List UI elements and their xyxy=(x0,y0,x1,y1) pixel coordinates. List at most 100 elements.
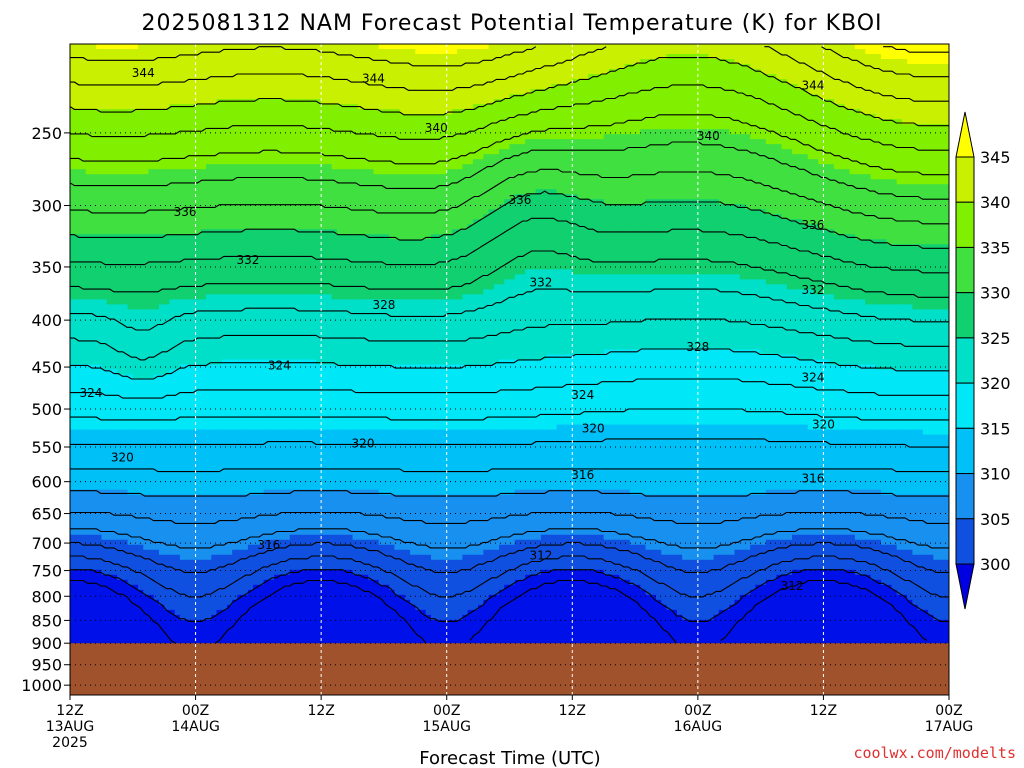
band-cell xyxy=(493,44,500,50)
band-cell xyxy=(624,109,631,115)
band-cell xyxy=(833,169,840,175)
band-cell xyxy=(493,54,500,60)
band-cell xyxy=(886,164,893,170)
band-cell xyxy=(305,54,312,60)
band-cell xyxy=(666,99,673,105)
band-cell xyxy=(138,184,144,190)
band-cell xyxy=(744,54,751,60)
band-cell xyxy=(525,64,532,70)
band-cell xyxy=(567,64,573,70)
band-cell xyxy=(415,44,422,50)
band-cell xyxy=(284,99,291,105)
band-cell xyxy=(425,159,432,165)
band-cell xyxy=(943,79,949,85)
band-cell xyxy=(509,99,516,105)
band-cell xyxy=(530,104,537,110)
band-cell xyxy=(499,79,505,85)
band-cell xyxy=(546,124,552,130)
band-cell xyxy=(504,149,511,155)
band-cell xyxy=(415,179,422,185)
band-cell xyxy=(849,149,856,155)
band-cell xyxy=(682,154,688,160)
band-cell xyxy=(347,114,354,120)
band-cell xyxy=(886,124,893,130)
band-cell xyxy=(206,94,212,100)
band-cell xyxy=(865,119,872,125)
band-cell xyxy=(504,119,511,125)
band-cell xyxy=(420,114,427,120)
band-cell xyxy=(499,189,505,195)
band-cell xyxy=(818,49,825,55)
band-cell xyxy=(326,69,333,75)
band-cell xyxy=(279,124,286,130)
band-cell xyxy=(431,59,437,65)
band-cell xyxy=(656,164,662,170)
band-cell xyxy=(310,94,317,100)
band-cell xyxy=(200,139,207,145)
band-cell xyxy=(661,189,668,195)
band-cell xyxy=(420,164,427,170)
band-cell xyxy=(425,104,432,110)
band-cell xyxy=(70,89,76,95)
band-cell xyxy=(718,169,725,175)
band-cell xyxy=(226,174,233,180)
band-cell xyxy=(703,149,709,155)
band-cell xyxy=(755,64,762,70)
band-cell xyxy=(917,94,924,100)
band-cell xyxy=(85,159,92,165)
band-cell xyxy=(849,119,856,125)
band-cell xyxy=(608,189,615,195)
band-cell xyxy=(901,149,908,155)
band-cell xyxy=(587,74,594,80)
band-cell xyxy=(415,94,422,100)
band-cell xyxy=(96,114,102,120)
band-cell xyxy=(279,154,286,160)
band-cell xyxy=(211,169,218,175)
band-cell xyxy=(242,184,249,190)
band-cell xyxy=(776,59,783,65)
band-cell xyxy=(90,164,97,170)
band-cell xyxy=(200,174,207,180)
band-cell xyxy=(274,89,280,95)
band-cell xyxy=(488,159,495,165)
band-cell xyxy=(441,64,448,70)
band-cell xyxy=(315,179,322,185)
band-cell xyxy=(90,69,97,75)
band-cell xyxy=(593,114,600,120)
band-cell xyxy=(718,79,725,85)
band-cell xyxy=(389,169,395,175)
band-cell xyxy=(467,44,474,50)
band-cell xyxy=(96,99,102,105)
band-cell xyxy=(849,59,856,65)
band-cell xyxy=(614,119,620,125)
band-cell xyxy=(200,64,207,70)
band-cell xyxy=(708,79,715,85)
band-cell xyxy=(425,114,432,120)
band-cell xyxy=(608,49,615,55)
band-cell xyxy=(608,69,615,75)
band-cell xyxy=(347,154,354,160)
band-cell xyxy=(153,129,160,135)
band-cell xyxy=(289,159,296,165)
band-cell xyxy=(190,64,197,70)
band-cell xyxy=(629,184,636,190)
band-cell xyxy=(185,79,191,85)
band-cell xyxy=(671,79,678,85)
band-cell xyxy=(556,59,563,65)
band-cell xyxy=(431,114,437,120)
band-cell xyxy=(493,134,500,140)
band-cell xyxy=(812,174,819,180)
band-cell xyxy=(865,74,872,80)
band-cell xyxy=(567,189,573,195)
band-cell xyxy=(336,64,343,70)
band-cell xyxy=(703,89,709,95)
band-cell xyxy=(451,54,458,60)
band-cell xyxy=(499,59,505,65)
band-cell xyxy=(326,159,333,165)
band-cell xyxy=(760,44,767,50)
band-cell xyxy=(530,129,537,135)
band-cell xyxy=(635,114,641,120)
band-cell xyxy=(608,99,615,105)
band-cell xyxy=(247,84,254,90)
band-cell xyxy=(614,84,620,90)
